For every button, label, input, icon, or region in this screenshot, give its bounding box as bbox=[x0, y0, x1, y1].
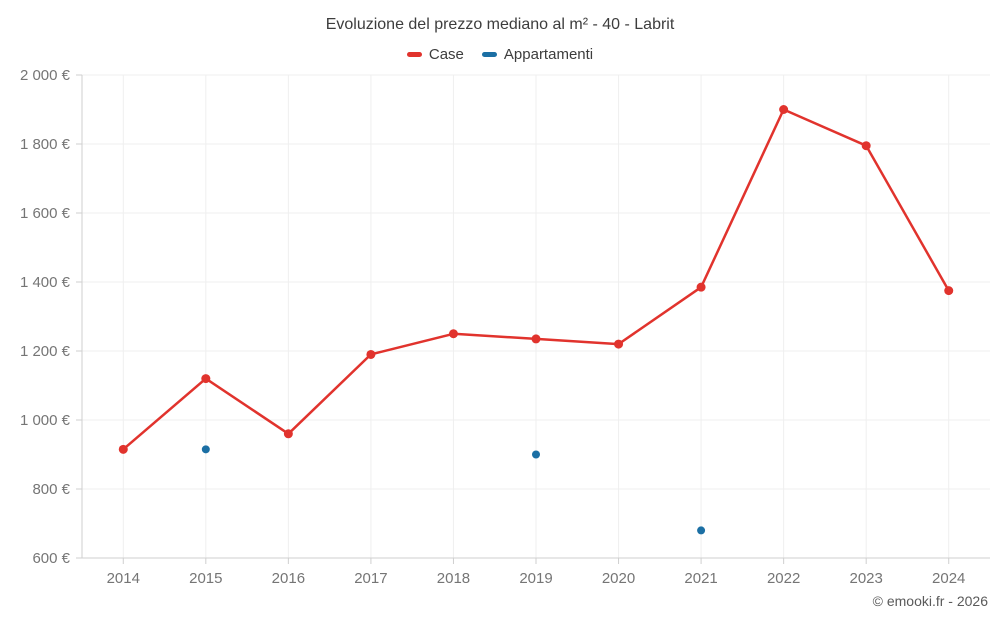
y-tick-label: 2 000 € bbox=[20, 67, 71, 84]
x-tick-label: 2022 bbox=[767, 570, 800, 587]
point-case-2018[interactable] bbox=[448, 329, 458, 339]
x-tick-label: 2018 bbox=[437, 570, 470, 587]
y-tick-label: 1 000 € bbox=[20, 412, 71, 429]
legend-label-case: Case bbox=[428, 46, 464, 63]
y-tick-label: 600 € bbox=[32, 550, 70, 567]
point-case-2017[interactable] bbox=[366, 349, 376, 359]
legend-item-appartamenti[interactable]: Appartamenti bbox=[481, 46, 594, 63]
case-swatch-icon bbox=[406, 52, 422, 57]
x-tick-label: 2023 bbox=[849, 570, 882, 587]
legend-label-appartamenti: Appartamenti bbox=[503, 46, 594, 63]
x-tick-label: 2014 bbox=[107, 570, 140, 587]
y-tick-label: 1 400 € bbox=[20, 274, 71, 291]
point-case-2020[interactable] bbox=[614, 339, 624, 349]
point-case-2019[interactable] bbox=[531, 334, 541, 344]
point-case-2022[interactable] bbox=[779, 105, 789, 114]
point-case-2014[interactable] bbox=[118, 444, 128, 454]
x-tick-label: 2024 bbox=[932, 570, 965, 587]
point-case-2024[interactable] bbox=[944, 286, 954, 296]
point-case-2023[interactable] bbox=[861, 141, 871, 151]
x-tick-label: 2017 bbox=[354, 570, 387, 587]
chart-title: Evoluzione del prezzo mediano al m² - 40… bbox=[325, 16, 675, 33]
point-appartamenti-2019[interactable] bbox=[532, 450, 540, 459]
point-case-2015[interactable] bbox=[201, 374, 211, 384]
y-tick-label: 1 600 € bbox=[20, 205, 71, 222]
chart-legend: Case Appartamenti bbox=[0, 46, 1000, 63]
point-appartamenti-2015[interactable] bbox=[201, 445, 210, 454]
x-tick-label: 2016 bbox=[272, 570, 305, 587]
x-tick-label: 2020 bbox=[602, 570, 635, 587]
legend-item-case[interactable]: Case bbox=[406, 46, 464, 63]
point-appartamenti-2021[interactable] bbox=[697, 526, 706, 535]
appartamenti-swatch-icon bbox=[481, 52, 497, 57]
x-tick-label: 2019 bbox=[519, 570, 552, 587]
y-tick-label: 1 200 € bbox=[20, 343, 71, 360]
point-case-2021[interactable] bbox=[696, 282, 706, 292]
y-tick-label: 800 € bbox=[32, 481, 70, 498]
point-case-2016[interactable] bbox=[283, 429, 293, 439]
x-tick-label: 2015 bbox=[189, 570, 222, 587]
x-tick-label: 2021 bbox=[684, 570, 717, 587]
copyright-footer: © emooki.fr - 2026 bbox=[872, 593, 988, 609]
y-tick-label: 1 800 € bbox=[20, 136, 71, 153]
